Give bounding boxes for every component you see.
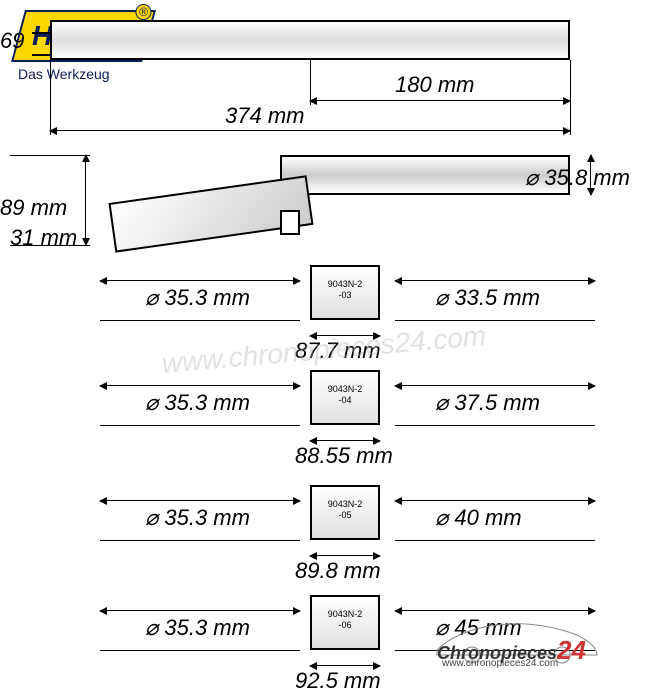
dim-line-left-1 (100, 280, 300, 281)
dim-374: 374 mm (225, 103, 304, 129)
adapter-3: 9043N-2 -05 (310, 485, 380, 540)
ext-line-89-bot (10, 245, 90, 246)
dim-180: 180 mm (395, 72, 474, 98)
ext-line-89-top (10, 155, 90, 156)
adapter-row-2: ⌀ 35.3 mm 9043N-2 -04 ⌀ 37.5 mm 88.55 mm (100, 370, 600, 470)
dim-31: 31 mm (10, 225, 77, 251)
dim-height-69: 69 (0, 28, 24, 54)
dim-len-2: 88.55 mm (295, 443, 393, 469)
vendor-logo: Chronopieces24 www.chronopieces24.com (427, 610, 607, 670)
vendor-brand-suffix: 24 (557, 635, 586, 665)
adapter-4: 9043N-2 -06 (310, 595, 380, 650)
adapter-row-3: ⌀ 35.3 mm 9043N-2 -05 ⌀ 40 mm 89.8 mm (100, 485, 600, 585)
ext-line-left-2b (100, 425, 300, 426)
ext-line-right (570, 60, 571, 135)
dim-len-1: 87.7 mm (295, 338, 381, 364)
dim-left-3: ⌀ 35.3 mm (145, 505, 250, 531)
dim-line-right-3 (395, 500, 595, 501)
adapter-1: 9043N-2 -03 (310, 265, 380, 320)
dim-len-3: 89.8 mm (295, 558, 381, 584)
dim-line-89 (85, 155, 86, 245)
dim-line-374 (50, 130, 570, 131)
dim-line-358 (590, 155, 591, 195)
ext-line-mid (310, 60, 311, 105)
dim-line-len-1 (310, 335, 380, 336)
dim-line-left-4 (100, 610, 300, 611)
ext-line-right-3b (395, 540, 595, 541)
adapter-row-1: ⌀ 35.3 mm 9043N-2 -03 ⌀ 33.5 mm 87.7 mm (100, 265, 600, 365)
ext-line-left-4b (100, 650, 300, 651)
dim-left-4: ⌀ 35.3 mm (145, 615, 250, 641)
adapter-1-partno: 9043N-2 -03 (312, 279, 378, 301)
logo-reg-mark: ® (136, 4, 152, 20)
tool-side-view (50, 155, 570, 235)
dim-line-180 (310, 100, 570, 101)
dim-left-1: ⌀ 35.3 mm (145, 285, 250, 311)
dim-line-len-3 (310, 555, 380, 556)
vendor-url: www.chronopieces24.com (442, 658, 558, 669)
dim-line-left-3 (100, 500, 300, 501)
adapter-4-partno: 9043N-2 -06 (312, 609, 378, 631)
dim-dia-358: ⌀ 35.8 mm (525, 165, 630, 191)
dim-line-len-4 (310, 665, 380, 666)
tool-top-view (50, 20, 570, 60)
tool-stub (280, 210, 300, 235)
dim-line-left-2 (100, 385, 300, 386)
dim-left-2: ⌀ 35.3 mm (145, 390, 250, 416)
logo-tagline: Das Werkzeug (18, 66, 218, 82)
ext-line-right-2b (395, 425, 595, 426)
ext-line-right-1b (395, 320, 595, 321)
dim-right-3: ⌀ 40 mm (435, 505, 522, 531)
dim-line-right-1 (395, 280, 595, 281)
ext-line-left-1b (100, 320, 300, 321)
adapter-3-partno: 9043N-2 -05 (312, 499, 378, 521)
dim-line-len-2 (310, 440, 380, 441)
ext-line-left-3b (100, 540, 300, 541)
adapter-2-partno: 9043N-2 -04 (312, 384, 378, 406)
dim-right-2: ⌀ 37.5 mm (435, 390, 540, 416)
dim-len-4: 92.5 mm (295, 668, 381, 694)
dim-89: 89 mm (0, 195, 67, 221)
ext-line-left (50, 60, 51, 135)
dim-line-right-2 (395, 385, 595, 386)
dim-right-1: ⌀ 33.5 mm (435, 285, 540, 311)
adapter-2: 9043N-2 -04 (310, 370, 380, 425)
